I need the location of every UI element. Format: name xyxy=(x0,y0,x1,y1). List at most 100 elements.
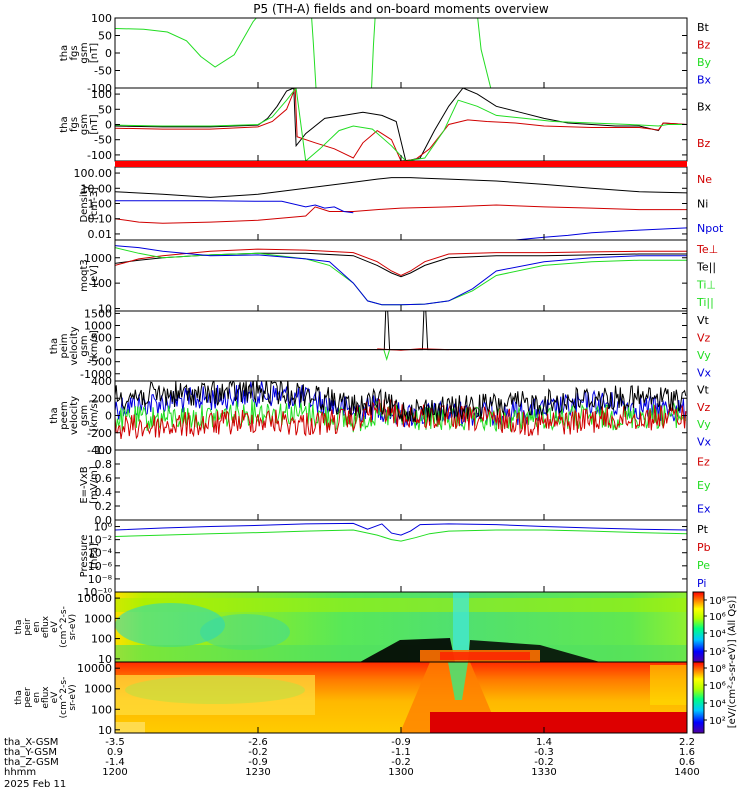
series-Te|| xyxy=(115,252,687,278)
colorbar-lower xyxy=(692,661,705,734)
x-tick-label: -0.9 xyxy=(391,737,411,748)
y-tick-label: 1000 xyxy=(84,252,112,265)
legend-Ex: Ex xyxy=(697,502,711,515)
y-axis-label: [eV] xyxy=(89,265,100,286)
y-axis-label: gsm xyxy=(79,405,90,426)
y-tick-label: 10 xyxy=(98,724,112,737)
y-tick-label: 500 xyxy=(91,332,112,345)
y-axis-label: en xyxy=(32,692,42,703)
y-tick-label: 1000 xyxy=(84,612,112,625)
series-By xyxy=(371,18,376,88)
panel-density: 100.00 10.00 1.00 0.10 0.01 Density [cm-3] Ne Ni… xyxy=(74,166,724,241)
y-axis-label: [nT] xyxy=(89,43,100,63)
series-Vt xyxy=(115,381,687,423)
x-tick-label: -0.9 xyxy=(248,757,268,768)
y-tick-label: 0 xyxy=(105,344,112,357)
y-axis-label: peim xyxy=(59,333,70,358)
y-tick-label: 0.01 xyxy=(88,228,113,241)
series-Ti⊥ xyxy=(115,245,687,306)
series-Npot xyxy=(515,227,687,240)
legend-Bx: Bx xyxy=(697,73,712,86)
y-axis-label: fgs xyxy=(69,117,80,132)
panel-efield: 1.00.80.60.40.20.0 E=-VxB [mV/m] Ez Ey Ex xyxy=(79,444,711,527)
legend-Vy: Vy xyxy=(697,349,711,362)
y-tick-label: 10⁻⁴ xyxy=(88,547,113,560)
colorbar-tick-label: 10⁸ xyxy=(709,664,726,675)
y-axis-label: fgs xyxy=(69,45,80,60)
y-tick-label: -100 xyxy=(87,149,112,162)
x-row-label: tha_Y-GSM xyxy=(4,747,57,758)
y-tick-label: 10000 xyxy=(77,592,112,605)
y-axis-label: peir xyxy=(23,618,33,636)
colorbar-tick-label: 10² xyxy=(709,716,726,727)
y-tick-label: 10⁰ xyxy=(94,521,113,534)
y-axis-label: [km/s] xyxy=(89,330,100,362)
series-By xyxy=(311,18,317,88)
y-axis-label: gsm xyxy=(79,114,90,135)
series-Bz xyxy=(115,88,687,161)
x-row-label: tha_Z-GSM xyxy=(4,757,59,768)
y-tick-label: 1000 xyxy=(84,319,112,332)
electron-spectrogram xyxy=(115,662,687,733)
colorbar-tick-label: 10⁴ xyxy=(709,699,726,710)
y-axis-label: Density xyxy=(79,184,90,222)
y-tick-label: -500 xyxy=(87,356,112,369)
y-axis-label: (cm^2-s- xyxy=(59,677,69,719)
y-tick-label: 100 xyxy=(91,88,112,101)
y-axis-label: [cm-3] xyxy=(89,187,100,220)
y-axis-label: (cm^2-s- xyxy=(59,606,69,648)
y-axis-label: gsm xyxy=(79,335,90,356)
x-tick-label: 1330 xyxy=(531,767,556,778)
y-tick-label: 10 xyxy=(98,303,112,316)
y-tick-label: 0.2 xyxy=(95,500,113,513)
y-tick-label: 1.00 xyxy=(88,198,113,211)
colorbar-tick-label: 10⁴ xyxy=(709,629,726,640)
legend-Bt: Bt xyxy=(697,21,710,34)
y-axis-label: tha xyxy=(14,690,24,705)
y-axis-label: Pressure xyxy=(79,535,90,578)
chart-title: P5 (TH-A) fields and on-board moments ov… xyxy=(253,2,549,16)
y-tick-label: 100 xyxy=(91,633,112,646)
legend-Ti||: Ti|| xyxy=(696,296,714,309)
colorbar-tick-label: 10⁶ xyxy=(709,681,726,692)
y-tick-label: 10⁻² xyxy=(88,534,112,547)
panel-fgs-gse: 100 50 0 -50 -100 tha fgs gsm [nT] Bx Bz xyxy=(59,87,712,162)
y-axis-label: [mV/m] xyxy=(89,466,100,504)
x-tick-label: -3.5 xyxy=(105,737,125,748)
series-Bt xyxy=(115,88,687,161)
legend-Pt: Pt xyxy=(697,523,709,536)
colorbar-tick-label: 10⁸ xyxy=(709,596,726,607)
legend-Ti⊥: Ti⊥ xyxy=(696,278,716,291)
series-By xyxy=(115,88,687,161)
series-group xyxy=(115,311,687,362)
y-axis-label: E=-VxB xyxy=(79,466,90,503)
x-tick-label: 1.4 xyxy=(536,737,552,748)
panel-frame xyxy=(114,87,688,162)
y-tick-label: 100 xyxy=(91,277,112,290)
y-tick-label: 0.0 xyxy=(95,514,113,527)
legend-Vt: Vt xyxy=(697,384,710,397)
colorbar-tick-label: 10² xyxy=(709,647,726,658)
panel-peem-velocity: 400 200 0 -200 -400 tha peem velocity gsm [km/s] V… xyxy=(49,375,712,457)
legend-Pb: Pb xyxy=(697,541,711,554)
series-Pe xyxy=(115,529,687,542)
legend-Pe: Pe xyxy=(697,559,710,572)
legend-Vy: Vy xyxy=(697,418,711,431)
y-tick-label: 200 xyxy=(91,392,112,405)
legend-Te||: Te|| xyxy=(696,261,716,274)
series-Vt xyxy=(115,311,687,351)
y-tick-label: 10⁻¹⁰ xyxy=(83,586,112,599)
y-axis-label: velocity xyxy=(69,396,80,435)
y-axis-label: [nPa] xyxy=(89,543,100,569)
legend-Bx: Bx xyxy=(697,100,712,113)
y-axis-label: velocity xyxy=(69,326,80,365)
x-tick-label: -0.3 xyxy=(534,747,554,758)
panel-temperature: 1000 100 10 moqt3 [eV] Te⊥ Te|| Ti⊥ Ti|| xyxy=(79,239,718,316)
y-axis-label: tha xyxy=(59,45,70,61)
legend-Bz: Bz xyxy=(697,38,711,51)
legend-Ne: Ne xyxy=(697,173,712,186)
